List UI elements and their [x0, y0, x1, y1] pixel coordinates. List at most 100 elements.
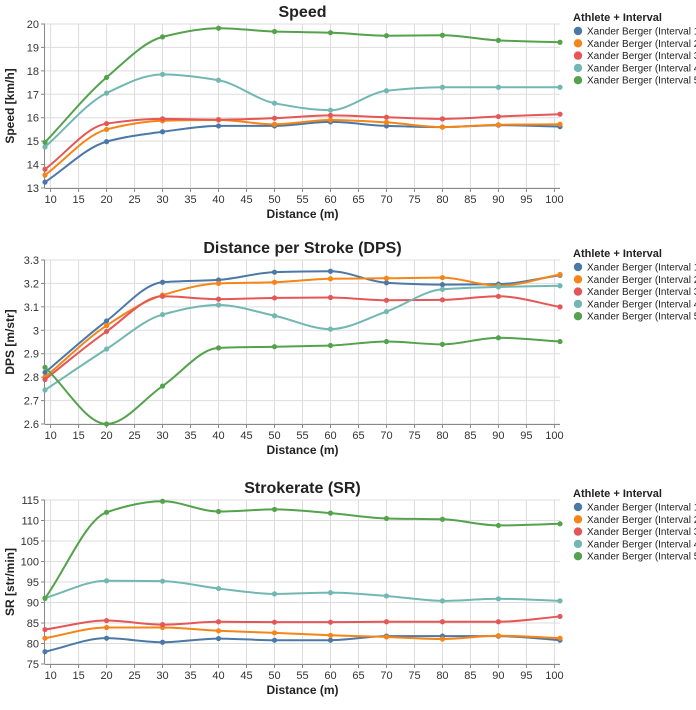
data-point[interactable]	[557, 271, 563, 278]
data-point[interactable]	[383, 114, 390, 120]
data-point[interactable]	[103, 139, 110, 145]
data-point[interactable]	[215, 302, 222, 308]
data-point[interactable]	[103, 421, 110, 427]
data-point[interactable]	[42, 387, 48, 393]
data-point[interactable]	[42, 144, 48, 150]
legend-symbol[interactable]	[573, 552, 583, 561]
data-point[interactable]	[103, 318, 110, 324]
data-point[interactable]	[103, 635, 110, 641]
data-point[interactable]	[383, 275, 390, 281]
data-point[interactable]	[42, 376, 48, 383]
legend-label[interactable]: Xander Berger (Interval 4)	[587, 299, 696, 310]
data-point[interactable]	[557, 111, 563, 117]
data-point[interactable]	[42, 595, 48, 601]
data-point[interactable]	[103, 578, 110, 584]
data-point[interactable]	[383, 33, 390, 39]
data-point[interactable]	[557, 598, 563, 604]
data-point[interactable]	[103, 509, 110, 515]
data-point[interactable]	[439, 619, 446, 625]
data-point[interactable]	[439, 636, 446, 642]
legend-symbol[interactable]	[573, 262, 583, 272]
data-point[interactable]	[271, 100, 278, 106]
data-point[interactable]	[327, 632, 334, 638]
data-point[interactable]	[383, 119, 390, 125]
data-point[interactable]	[159, 622, 166, 628]
data-point[interactable]	[557, 521, 563, 527]
data-point[interactable]	[383, 297, 390, 303]
data-point[interactable]	[103, 323, 110, 329]
legend-label[interactable]: Xander Berger (Interval 2)	[587, 275, 696, 286]
data-point[interactable]	[495, 633, 502, 639]
data-point[interactable]	[271, 269, 278, 275]
data-point[interactable]	[495, 522, 502, 529]
legend-label[interactable]: Xander Berger (Interval 3)	[587, 527, 696, 538]
legend-symbol[interactable]	[573, 26, 583, 36]
data-point[interactable]	[495, 284, 502, 290]
data-point[interactable]	[383, 280, 390, 286]
data-point[interactable]	[42, 369, 48, 376]
data-point[interactable]	[439, 32, 446, 38]
data-point[interactable]	[557, 338, 563, 345]
legend-symbol[interactable]	[573, 63, 583, 73]
legend-symbol[interactable]	[573, 515, 583, 524]
data-point[interactable]	[103, 624, 110, 631]
data-point[interactable]	[215, 628, 222, 634]
data-point[interactable]	[271, 313, 278, 319]
data-point[interactable]	[159, 129, 166, 135]
legend-symbol[interactable]	[573, 539, 583, 549]
data-point[interactable]	[327, 30, 334, 36]
data-point[interactable]	[495, 122, 502, 128]
data-point[interactable]	[327, 637, 334, 643]
legend-label[interactable]: Xander Berger (Interval 4)	[587, 539, 696, 550]
legend-label[interactable]: Xander Berger (Interval 1)	[587, 263, 696, 274]
data-point[interactable]	[42, 626, 48, 633]
data-point[interactable]	[495, 596, 502, 602]
data-point[interactable]	[495, 84, 502, 90]
data-point[interactable]	[439, 341, 446, 347]
data-point[interactable]	[557, 613, 563, 620]
data-point[interactable]	[439, 516, 446, 522]
data-point[interactable]	[557, 84, 563, 90]
legend-symbol[interactable]	[573, 51, 583, 60]
data-point[interactable]	[215, 508, 222, 515]
data-point[interactable]	[103, 617, 110, 624]
data-point[interactable]	[159, 578, 166, 584]
data-point[interactable]	[383, 593, 390, 599]
data-point[interactable]	[42, 139, 48, 145]
data-point[interactable]	[439, 274, 446, 281]
data-point[interactable]	[215, 619, 222, 625]
legend-label[interactable]: Xander Berger (Interval 3)	[587, 287, 696, 298]
data-point[interactable]	[327, 590, 334, 596]
data-point[interactable]	[42, 635, 48, 641]
data-point[interactable]	[327, 268, 334, 274]
legend-label[interactable]: Xander Berger (Interval 5)	[587, 312, 696, 323]
data-point[interactable]	[103, 74, 110, 81]
data-point[interactable]	[327, 107, 334, 113]
data-point[interactable]	[439, 297, 446, 303]
data-point[interactable]	[271, 619, 278, 625]
data-point[interactable]	[103, 346, 110, 352]
legend-label[interactable]: Xander Berger (Interval 2)	[587, 39, 696, 50]
data-point[interactable]	[557, 39, 563, 45]
data-point[interactable]	[42, 179, 48, 185]
data-point[interactable]	[383, 338, 390, 345]
data-point[interactable]	[383, 634, 390, 640]
data-point[interactable]	[215, 345, 222, 351]
data-point[interactable]	[557, 304, 563, 310]
data-point[interactable]	[103, 126, 110, 133]
data-point[interactable]	[215, 25, 222, 31]
data-point[interactable]	[271, 279, 278, 285]
legend-label[interactable]: Xander Berger (Interval 5)	[587, 76, 696, 87]
data-point[interactable]	[495, 113, 502, 120]
legend-label[interactable]: Xander Berger (Interval 1)	[587, 27, 696, 38]
data-point[interactable]	[42, 166, 48, 172]
legend-symbol[interactable]	[573, 299, 583, 309]
data-point[interactable]	[159, 34, 166, 40]
data-point[interactable]	[327, 112, 334, 118]
data-point[interactable]	[271, 344, 278, 350]
data-point[interactable]	[271, 591, 278, 597]
legend-label[interactable]: Xander Berger (Interval 4)	[587, 63, 696, 74]
data-point[interactable]	[327, 342, 334, 349]
data-point[interactable]	[215, 280, 222, 287]
data-point[interactable]	[439, 282, 446, 288]
